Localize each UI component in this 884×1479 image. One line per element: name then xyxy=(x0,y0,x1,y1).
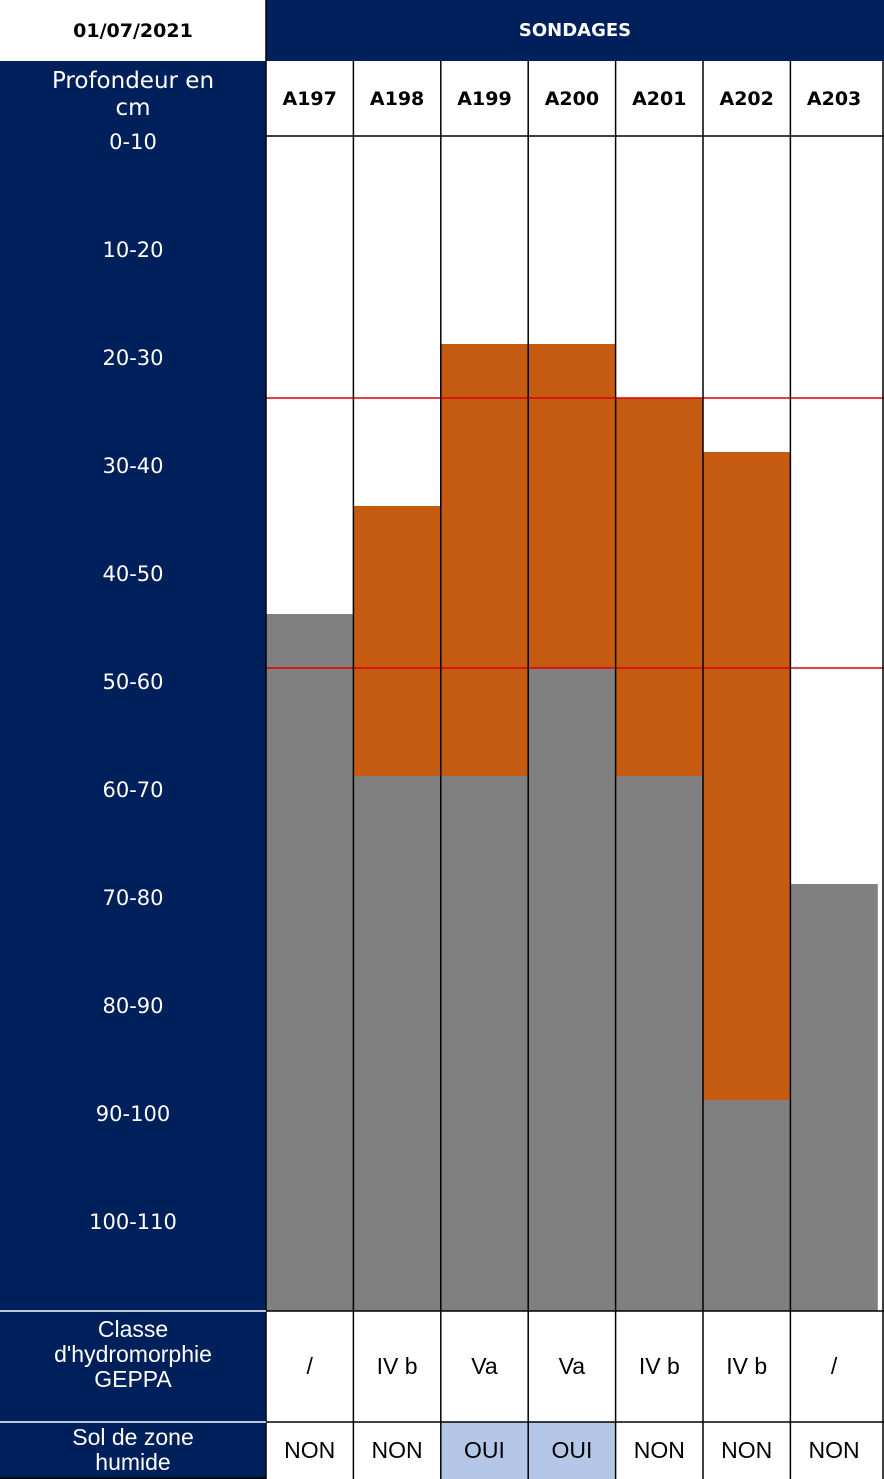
depth-header-line-1: Profondeur en xyxy=(51,68,215,94)
zone-humide-cell-A198: NON xyxy=(371,1437,423,1463)
classe-cell-A198: IV b xyxy=(376,1353,418,1379)
column-header-A200: A200 xyxy=(544,87,600,110)
zone-humide-cell-A202: NON xyxy=(721,1437,773,1463)
oxidation-bar-A199 xyxy=(440,344,529,776)
table-title: SONDAGES xyxy=(266,0,884,61)
reduction-bar-A203 xyxy=(790,884,878,1311)
zone-highlight-A200 xyxy=(528,1422,616,1479)
classe-label-line-2: d'hydromorphie xyxy=(54,1341,212,1367)
classe-label: Classe d'hydromorphie GEPPA xyxy=(0,1317,266,1392)
classe-cell-A197: / xyxy=(306,1353,313,1379)
reduction-bar-A197 xyxy=(266,614,354,1311)
oxidation-bar-A202 xyxy=(703,452,791,1100)
classe-label-line-3: GEPPA xyxy=(94,1366,172,1392)
reduction-bar-A199 xyxy=(440,776,529,1311)
oxidation-bar-A200 xyxy=(528,344,616,668)
zone-humide-label: Sol de zone humide xyxy=(0,1425,266,1475)
classe-cell-A199: Va xyxy=(471,1353,498,1379)
column-header-A201: A201 xyxy=(632,87,687,110)
classe-cell-A200: Va xyxy=(558,1353,586,1379)
classe-cell-A203: / xyxy=(830,1353,838,1379)
column-header-A202: A202 xyxy=(719,87,774,110)
oxidation-bar-A201 xyxy=(615,398,703,776)
depth-label: 50-60 xyxy=(102,670,164,694)
depth-label: 90-100 xyxy=(95,1102,171,1126)
reduction-bar-A200 xyxy=(528,668,616,1311)
zone-humide-cell-A203: NON xyxy=(808,1437,860,1463)
depth-label: 70-80 xyxy=(102,886,164,910)
depth-label: 100-110 xyxy=(89,1210,177,1234)
column-header-A199: A199 xyxy=(457,87,512,110)
column-header-A197: A197 xyxy=(282,87,337,110)
depth-label: 60-70 xyxy=(102,778,164,802)
depth-header: Profondeur en cm xyxy=(0,68,266,122)
classe-cell-A201: IV b xyxy=(638,1353,680,1379)
zone-label-line-2: humide xyxy=(95,1449,171,1475)
zone-label-line-1: Sol de zone xyxy=(72,1424,194,1450)
depth-label: 20-30 xyxy=(102,346,164,370)
column-header-A198: A198 xyxy=(369,87,425,110)
depth-label: 0-10 xyxy=(109,130,157,154)
oxidation-bar-A198 xyxy=(353,506,441,776)
depth-label: 80-90 xyxy=(102,994,164,1018)
column-header-A203: A203 xyxy=(806,87,862,110)
date-cell: 01/07/2021 xyxy=(0,0,266,61)
depth-header-line-2: cm xyxy=(115,95,151,121)
classe-cell-A202: IV b xyxy=(726,1353,768,1379)
zone-humide-cell-A197: NON xyxy=(284,1437,336,1463)
zone-humide-cell-A199: OUI xyxy=(464,1437,505,1463)
classe-label-line-1: Classe xyxy=(97,1316,169,1342)
depth-column: Profondeur en cm 0-10 10-20 20-30 30-40 40-5… xyxy=(0,61,266,1479)
zone-humide-cell-A200: OUI xyxy=(551,1437,593,1463)
reduction-bar-A198 xyxy=(353,776,441,1311)
zone-humide-cell-A201: NON xyxy=(633,1437,685,1463)
reduction-bar-A202 xyxy=(703,1100,791,1311)
depth-label: 40-50 xyxy=(102,562,164,586)
depth-label: 10-20 xyxy=(102,238,164,262)
reduction-bar-A201 xyxy=(615,776,703,1311)
depth-label: 30-40 xyxy=(102,454,164,478)
zone-highlight-A199 xyxy=(440,1422,529,1479)
